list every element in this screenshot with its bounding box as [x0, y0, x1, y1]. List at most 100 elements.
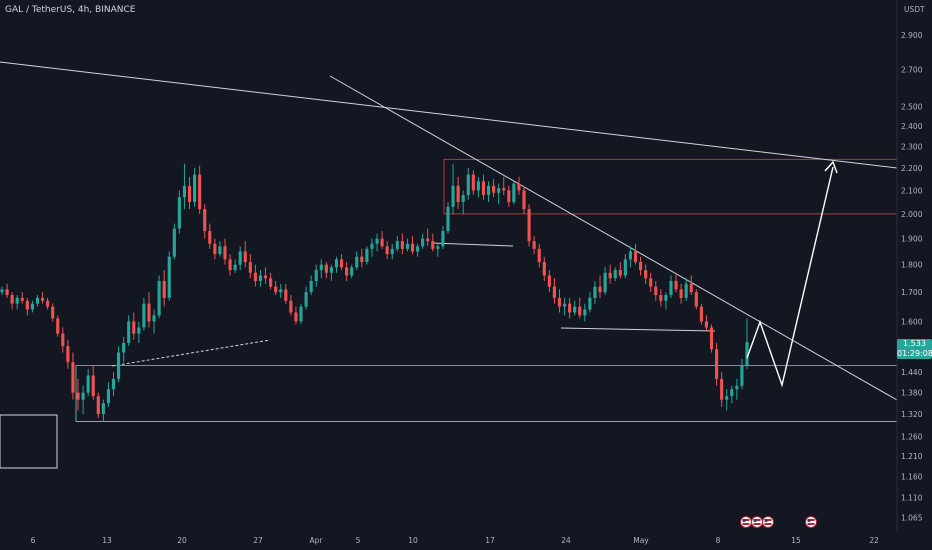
candle-body [279, 289, 283, 293]
candle-body [208, 231, 212, 244]
candle [218, 241, 222, 257]
candle-body [644, 270, 648, 279]
projection-arrowhead [824, 160, 838, 174]
candle-body [319, 264, 323, 271]
price-tick: 1.320 [901, 410, 923, 419]
candle-body [512, 183, 516, 203]
candle-body [152, 315, 156, 322]
flag-us-icon[interactable] [740, 516, 752, 528]
candle-body [730, 389, 734, 397]
candle [177, 190, 181, 234]
candle [720, 372, 724, 407]
candle-body [633, 251, 638, 263]
candle-body [294, 312, 298, 322]
price-axis[interactable]: 2.900 2.700 2.500 2.400 2.300 2.200 2.100 2.000… [896, 0, 923, 532]
flag-stripe [764, 523, 772, 525]
flag-canton [753, 519, 757, 522]
candle [213, 238, 217, 260]
candle [122, 336, 126, 363]
price-tick: 2.400 [901, 122, 923, 131]
candle-body [0, 289, 4, 293]
bar-countdown: 01:29:08 [897, 349, 932, 358]
candle [248, 254, 252, 279]
time-axis[interactable]: 6 13 20 27 Apr 5 10 17 24 May 8 15 22 [31, 536, 879, 545]
candle [730, 385, 734, 404]
candle [476, 176, 480, 198]
flag-badge [762, 516, 774, 528]
candle-series [0, 163, 749, 422]
candle [654, 281, 658, 301]
flag-canton [742, 519, 746, 522]
candle-body [390, 248, 394, 255]
candle [284, 283, 288, 304]
candle-body [659, 295, 663, 301]
candle-body [385, 246, 389, 255]
candle-body [522, 190, 526, 210]
flag-us-icon[interactable] [751, 516, 763, 528]
candle-body [76, 392, 80, 400]
time-tick: 5 [356, 536, 361, 545]
candle-body [10, 295, 14, 304]
projection-path [746, 166, 834, 388]
flag-us-icon[interactable] [805, 516, 817, 528]
candle-body [502, 188, 506, 191]
last-price-badge[interactable]: 1.533 01:29:08 [897, 339, 932, 359]
candle [167, 251, 171, 301]
candle-body [46, 300, 50, 307]
candle-body [593, 286, 597, 298]
candle-body [527, 209, 531, 242]
descending-trendline [329, 75, 898, 401]
candle [111, 372, 116, 397]
price-tick: 1.260 [901, 432, 923, 441]
candle-body [193, 174, 197, 203]
candle-body [91, 375, 95, 397]
price-tick: 1.900 [901, 235, 923, 244]
candle [431, 233, 435, 252]
candle [162, 270, 166, 307]
candle [223, 238, 227, 265]
time-tick: 13 [102, 536, 112, 545]
candle-body [162, 281, 166, 298]
candle-body [213, 243, 217, 255]
candle-body [507, 190, 511, 203]
candle-body [608, 272, 612, 279]
price-tick: 2.000 [901, 210, 923, 219]
event-markers[interactable] [740, 516, 817, 528]
candle-body [410, 243, 415, 252]
time-tick: Apr [310, 536, 324, 545]
candle-body [116, 352, 121, 379]
candle-body [106, 389, 110, 404]
candle-body [334, 259, 339, 268]
candle-body [613, 270, 617, 279]
price-tick: 1.600 [901, 317, 923, 326]
candle-body [51, 306, 55, 319]
price-tick: 1.380 [901, 389, 923, 398]
candle [709, 324, 714, 353]
time-tick: 20 [177, 536, 187, 545]
candle-body [238, 251, 242, 265]
candle [390, 243, 394, 260]
flag-stripe [753, 519, 761, 521]
candle [339, 254, 344, 271]
candle-body [96, 396, 100, 415]
candle-body [725, 396, 729, 400]
candle [608, 264, 612, 284]
flag-us-icon[interactable] [762, 516, 774, 528]
candle [20, 292, 24, 304]
candle [375, 233, 379, 252]
candle [350, 264, 354, 279]
candle [502, 176, 506, 196]
candle-body [481, 181, 486, 196]
candle-body [456, 185, 460, 203]
candle [309, 275, 313, 296]
candle-body [461, 195, 465, 203]
candle-body [218, 246, 222, 255]
candle [633, 243, 638, 265]
candle-body [132, 321, 136, 334]
candle-body [253, 272, 257, 282]
candle-body [167, 256, 171, 298]
candle [203, 204, 207, 239]
candle [740, 358, 744, 390]
candle-body [568, 303, 572, 313]
